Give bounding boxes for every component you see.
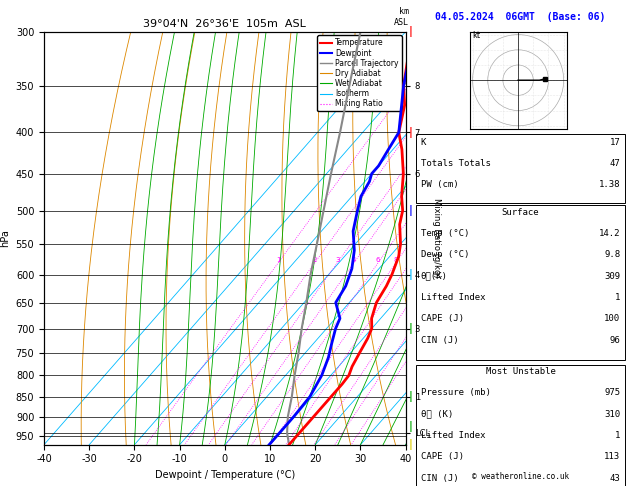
Text: θᴇ(K): θᴇ(K) [421,272,448,281]
Text: 47: 47 [610,159,620,168]
Bar [416,364,625,486]
Y-axis label: hPa: hPa [0,229,10,247]
Text: Temp (°C): Temp (°C) [421,229,469,238]
Y-axis label: Mixing Ratio (g/kg): Mixing Ratio (g/kg) [432,198,441,278]
Text: 4: 4 [352,257,356,262]
Text: |: | [408,26,414,37]
Text: CIN (J): CIN (J) [421,474,459,483]
Text: km
ASL: km ASL [394,7,409,27]
Text: CAPE (J): CAPE (J) [421,452,464,462]
Text: 2: 2 [313,257,317,262]
Text: 04.05.2024  06GMT  (Base: 06): 04.05.2024 06GMT (Base: 06) [435,12,606,22]
Text: 113: 113 [604,452,620,462]
Legend: Temperature, Dewpoint, Parcel Trajectory, Dry Adiabat, Wet Adiabat, Isotherm, Mi: Temperature, Dewpoint, Parcel Trajectory… [317,35,402,111]
X-axis label: Dewpoint / Temperature (°C): Dewpoint / Temperature (°C) [155,470,295,480]
Text: Dewp (°C): Dewp (°C) [421,250,469,260]
Text: 9.8: 9.8 [604,250,620,260]
Text: θᴇ (K): θᴇ (K) [421,410,453,419]
Text: CAPE (J): CAPE (J) [421,314,464,324]
Text: |: | [408,439,414,450]
Text: 8: 8 [394,257,398,262]
Title: 39°04'N  26°36'E  105m  ASL: 39°04'N 26°36'E 105m ASL [143,19,306,30]
Text: CIN (J): CIN (J) [421,336,459,345]
Text: Lifted Index: Lifted Index [421,431,485,440]
Text: 309: 309 [604,272,620,281]
Text: |: | [408,323,414,334]
Text: Pressure (mb): Pressure (mb) [421,388,491,398]
Text: |: | [408,205,414,216]
Text: 17: 17 [610,138,620,147]
Bar [416,134,625,203]
Text: 310: 310 [604,410,620,419]
Text: 100: 100 [604,314,620,324]
Text: 14.2: 14.2 [599,229,620,238]
Text: kt: kt [472,31,481,40]
Text: |: | [408,269,414,280]
Text: Surface: Surface [502,208,539,217]
Text: 1.38: 1.38 [599,180,620,190]
Text: 1: 1 [615,293,620,302]
Text: 96: 96 [610,336,620,345]
Text: |: | [408,421,414,432]
Text: |: | [408,127,414,138]
Text: PW (cm): PW (cm) [421,180,459,190]
Text: 975: 975 [604,388,620,398]
Text: K: K [421,138,426,147]
Text: 3: 3 [335,257,340,262]
Text: |: | [408,391,414,402]
Text: 1: 1 [276,257,281,262]
Text: Totals Totals: Totals Totals [421,159,491,168]
Text: Lifted Index: Lifted Index [421,293,485,302]
Text: 43: 43 [610,474,620,483]
Text: 6: 6 [376,257,381,262]
Text: Most Unstable: Most Unstable [486,367,555,376]
Text: 1: 1 [615,431,620,440]
Bar [416,205,625,360]
Text: © weatheronline.co.uk: © weatheronline.co.uk [472,472,569,481]
